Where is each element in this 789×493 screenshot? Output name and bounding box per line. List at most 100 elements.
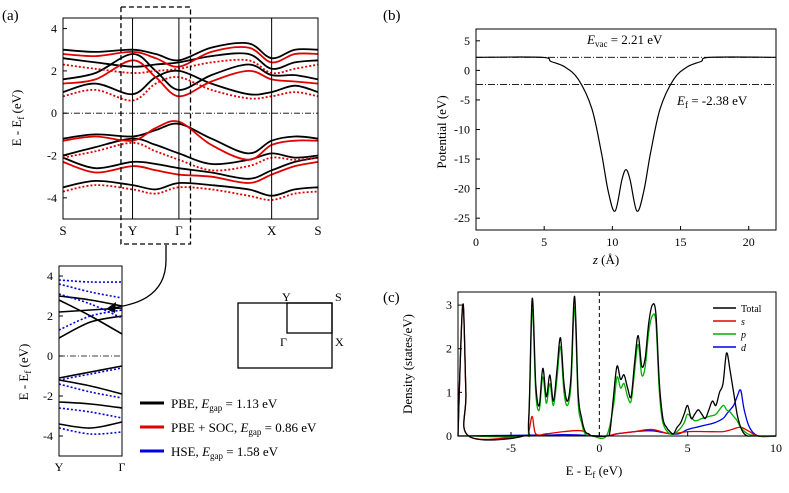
inset-band-hse-0 <box>58 279 123 283</box>
b-xtick-label: 20 <box>743 235 755 249</box>
inset-band-pbe-6 <box>58 401 123 409</box>
dos-curve-p <box>458 306 777 439</box>
panel-a-ylabel: E - Ef (eV) <box>9 90 26 147</box>
bz-label-y: Y <box>282 290 291 304</box>
b-ytick-label: 5 <box>464 34 470 48</box>
c-xtick-label: 10 <box>770 441 782 455</box>
c-ytick-label: 3 <box>446 298 452 312</box>
inset-kpoint-label: Y <box>55 460 64 474</box>
inset-kpoint-label: Γ <box>119 460 126 474</box>
b-xtick-label: 0 <box>473 235 479 249</box>
inset-band-hse-2 <box>58 293 123 319</box>
bz-label-x: X <box>335 335 344 349</box>
inset-band-pbe-0 <box>58 295 123 307</box>
ytick-label: -2 <box>47 149 57 163</box>
dos-legend: Total spd <box>713 304 762 354</box>
dos-legend-label-s: s <box>741 317 745 328</box>
band-pbe-soc-6 <box>62 161 319 184</box>
inset-band-pbe-2 <box>58 299 123 335</box>
c-xtick-label: 5 <box>685 441 691 455</box>
band-pbe-7 <box>62 179 319 197</box>
dos-legend-label-d: d <box>741 343 747 354</box>
band-pbe-0 <box>62 42 319 62</box>
inset-band-pbe-5 <box>58 379 123 395</box>
inset-ytick-label: -4 <box>43 429 53 443</box>
inset-frame <box>58 265 123 457</box>
zoom-arrow <box>111 245 167 309</box>
panel-label-c: (c) <box>383 290 400 306</box>
ytick-label: 0 <box>51 106 57 120</box>
evac-annotation: Evac = 2.21 eV <box>586 32 663 49</box>
band-pbe-3 <box>62 69 319 96</box>
band-pbe-soc-5 <box>62 141 319 172</box>
b-ytick-label: -20 <box>454 182 470 196</box>
band-pbe-soc-2 <box>62 59 319 98</box>
kpoint-label: Γ <box>175 223 183 238</box>
inset-band-pbe-3 <box>58 315 123 339</box>
b-xtick-label: 5 <box>541 235 547 249</box>
panel-b-xlabel: z (Å) <box>592 252 619 267</box>
band-pbe-5 <box>62 137 319 166</box>
c-xtick-label: 0 <box>596 441 602 455</box>
inset-band-pbe-4 <box>58 365 123 379</box>
band-pbe-soc-0 <box>62 46 319 68</box>
c-xtick-label: -5 <box>506 441 516 455</box>
panel-label-b: (b) <box>383 8 401 24</box>
panel-b-ylabel: Potential (eV) <box>434 95 449 168</box>
dos-legend-label-p: p <box>740 330 746 341</box>
inset-band-hse-7 <box>58 427 123 435</box>
ef-annotation: Ef = -2.38 eV <box>676 93 748 110</box>
c-ytick-label: 2 <box>446 342 452 356</box>
inset-band-hse-6 <box>58 407 123 419</box>
band-pbe-soc-4 <box>62 120 319 161</box>
bz-label-gamma: Γ <box>280 335 287 349</box>
panel-a-inset-band-structure: -4 -2 0 2 4 Y Γ <box>43 265 126 474</box>
inset-ytick-label: -2 <box>43 389 53 403</box>
panel-c-ylabel: Density (states/eV) <box>400 314 415 414</box>
panel-c-dos: -5 0 5 10 0 1 2 3 Total spd <box>446 291 782 455</box>
potential-curve <box>475 56 777 212</box>
dos-curve-total <box>457 295 776 441</box>
inset-ytick-label: 4 <box>47 269 53 283</box>
kpoint-label: Y <box>128 223 138 238</box>
band-pbe-soc-1 <box>62 58 319 75</box>
b-ytick-label: -15 <box>454 152 470 166</box>
band-pbe-soc-3 <box>62 76 319 102</box>
inset-band-pbe-1 <box>58 307 123 313</box>
c-ytick-label: 1 <box>446 385 452 399</box>
inset-ytick-label: 0 <box>47 349 53 363</box>
inset-band-hse-1 <box>58 283 123 299</box>
inset-band-pbe-7 <box>58 421 123 429</box>
legend-label-pbe-soc: PBE + SOC, Egap = 0.86 eV <box>171 420 317 437</box>
band-pbe-2 <box>62 53 319 91</box>
b-xtick-label: 15 <box>675 235 687 249</box>
bz-label-s: S <box>335 290 342 304</box>
legend-label-hse: HSE, Egap = 1.58 eV <box>171 444 279 461</box>
legend-label-pbe: PBE, Egap = 1.13 eV <box>171 396 278 413</box>
bz-inner-rect <box>286 302 333 334</box>
panel-label-a: (a) <box>2 8 19 24</box>
b-ytick-label: 0 <box>464 63 470 77</box>
kpoint-label: S <box>314 223 321 238</box>
band-pbe-6 <box>62 156 319 180</box>
main-legend: PBE, Egap = 1.13 eV PBE + SOC, Egap = 0.8… <box>140 396 317 461</box>
c-ytick-label: 0 <box>446 429 452 443</box>
dos-curve-d <box>457 389 777 438</box>
ytick-label: 2 <box>51 64 57 78</box>
brillouin-zone-diagram: Y S Γ X <box>237 290 344 369</box>
kpoint-label: X <box>267 223 277 238</box>
zoom-box <box>120 6 192 245</box>
b-ytick-label: -5 <box>460 93 470 107</box>
inset-ylabel: E - Ef (eV) <box>16 344 33 401</box>
bz-outer-rect <box>237 302 333 369</box>
panel-c-xlabel: E - Ef (eV) <box>566 463 623 480</box>
ytick-label: -4 <box>47 191 57 205</box>
ytick-label: 4 <box>51 22 57 36</box>
b-ytick-label: -10 <box>454 123 470 137</box>
panel-a-band-structure: -4 -2 0 2 4 S Y Γ X S <box>47 6 322 245</box>
dos-legend-label-total: Total <box>741 304 762 315</box>
kpoint-label: S <box>59 223 66 238</box>
b-xtick-label: 10 <box>606 235 618 249</box>
dos-curve-s <box>457 303 777 441</box>
